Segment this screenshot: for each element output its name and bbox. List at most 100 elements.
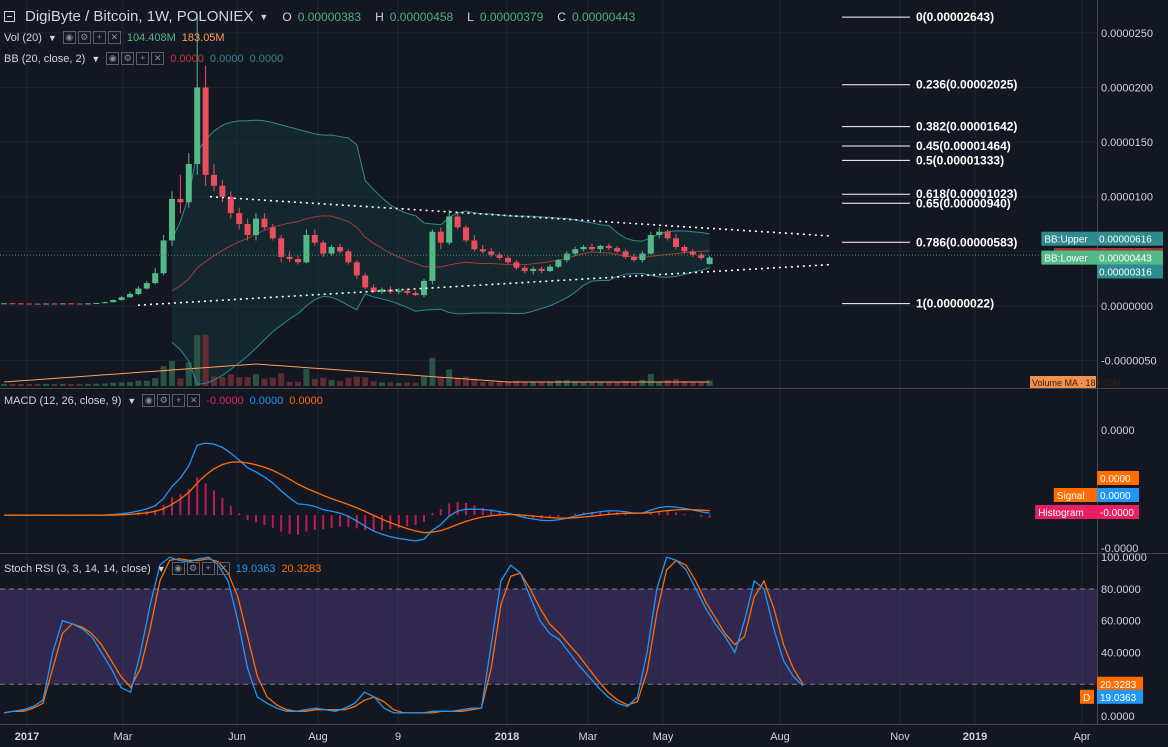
- stoch-k-tag-box: [1097, 689, 1143, 704]
- volume-bar: [135, 380, 142, 386]
- volume-bar: [555, 380, 562, 386]
- candle-body: [538, 268, 545, 272]
- volume-bar: [269, 377, 276, 386]
- candle-body: [622, 251, 629, 257]
- candle-body: [496, 254, 503, 258]
- stoch-tick-label: 60.0000: [1101, 616, 1141, 628]
- candle-body: [437, 231, 444, 243]
- fib-level-label: 0.5(0.00001333): [916, 153, 1004, 167]
- volume-bar: [34, 383, 41, 386]
- candle-body: [631, 256, 637, 261]
- time-tick-label: Apr: [1073, 731, 1090, 743]
- price-axis[interactable]: 0.0000250 0.0000200 0.0000150 0.0000100 0.00…: [1101, 28, 1157, 723]
- eye-icon[interactable]: ◉: [142, 394, 156, 407]
- stoch-rsi-legend-label[interactable]: Stoch RSI (3, 3, 14, 14, close): [4, 562, 151, 575]
- bb-legend[interactable]: BB (20, close, 2) ▼ ◉ ⚙ + ✕ 0.0000 0.0000 0…: [4, 52, 283, 65]
- stoch-k-line: [3, 556, 804, 714]
- volume-legend-label[interactable]: Vol (20): [4, 31, 42, 44]
- gear-icon[interactable]: ⚙: [157, 394, 171, 407]
- candle-body: [681, 247, 688, 252]
- time-tick-label: 2019: [963, 731, 987, 743]
- collapse-icon[interactable]: [4, 11, 15, 22]
- candlesticks[interactable]: [1, 17, 713, 305]
- chevron-down-icon[interactable]: ▼: [91, 53, 101, 64]
- stoch-d-tag-value: 20.3283: [1100, 680, 1137, 691]
- macd-legend-label[interactable]: MACD (12, 26, close, 9): [4, 394, 122, 407]
- close-icon[interactable]: ✕: [151, 52, 165, 65]
- stoch-rsi-pane: [3, 556, 804, 714]
- open-value: 0.00000383: [297, 9, 362, 24]
- plus-icon[interactable]: +: [172, 394, 186, 407]
- volume-bar: [261, 378, 268, 386]
- stoch-d-value: 20.3283: [281, 562, 322, 575]
- plus-icon[interactable]: +: [92, 31, 106, 44]
- candle-body: [698, 254, 705, 258]
- stoch-d-letter: D: [1083, 693, 1090, 704]
- fib-level-label: 0.382(0.00001642): [916, 120, 1017, 134]
- stoch-d-tag-box: [1097, 676, 1143, 691]
- time-tick-label: 2017: [15, 731, 39, 743]
- gear-icon[interactable]: ⚙: [121, 52, 135, 65]
- fib-level-label: 0.618(0.00001023): [916, 187, 1017, 201]
- legend-buttons[interactable]: ◉ ⚙ + ✕: [62, 31, 121, 44]
- legend-buttons[interactable]: ◉ ⚙ + ✕: [106, 52, 165, 65]
- chart-header: DigiByte / Bitcoin, 1W, POLONIEX ▼ O 0.00…: [4, 8, 635, 25]
- volume-bar: [169, 360, 175, 386]
- macd-tag-value-box: [1097, 471, 1139, 485]
- volume-bar: [345, 377, 352, 386]
- chevron-down-icon[interactable]: ▼: [47, 32, 57, 43]
- trendlines[interactable]: [137, 195, 833, 306]
- volume-bar: [101, 383, 108, 386]
- bb-legend-label[interactable]: BB (20, close, 2): [4, 52, 86, 65]
- candle-body: [379, 289, 385, 292]
- stoch-rsi-legend[interactable]: Stoch RSI (3, 3, 14, 14, close) ▼ ◉ ⚙ + ✕ 1…: [4, 562, 321, 575]
- upper-trendline: [209, 195, 833, 237]
- volume-bar: [353, 376, 360, 386]
- fibonacci-levels[interactable]: 0(0.00002643) 0.236(0.00002025) 0.382(0.00…: [0, 10, 1097, 311]
- candle-body: [328, 247, 335, 254]
- candle-body: [211, 174, 217, 186]
- plus-icon[interactable]: +: [201, 562, 215, 575]
- candle-body: [152, 273, 159, 284]
- close-icon[interactable]: ✕: [216, 562, 230, 575]
- close-icon[interactable]: ✕: [107, 31, 121, 44]
- stoch-tick-label: 100.0000: [1101, 552, 1147, 564]
- candle-body: [51, 303, 58, 305]
- plus-icon[interactable]: +: [136, 52, 150, 65]
- volume-bar: [9, 383, 16, 386]
- volume-bar: [211, 376, 217, 386]
- legend-buttons[interactable]: ◉ ⚙ + ✕: [171, 562, 230, 575]
- close-icon[interactable]: ✕: [187, 394, 201, 407]
- eye-icon[interactable]: ◉: [106, 52, 120, 65]
- volume-bar: [622, 380, 629, 386]
- volume-bar: [253, 374, 259, 386]
- macd-tag-label: Signal: [1057, 491, 1085, 502]
- time-axis[interactable]: 2017 Mar Jun Aug 9 2018 Mar May Aug Nov 2019 Apr: [15, 731, 1091, 743]
- candle-body: [656, 231, 663, 235]
- macd-signal-line: [3, 461, 710, 534]
- close-value: 0.00000443: [571, 9, 636, 24]
- gear-icon[interactable]: ⚙: [186, 562, 200, 575]
- candle-body: [572, 249, 579, 254]
- volume-ma-value: 183.05M: [181, 31, 225, 44]
- candle-body: [547, 266, 553, 272]
- candle-body: [479, 249, 486, 252]
- chevron-down-icon[interactable]: ▼: [259, 11, 269, 22]
- volume-legend[interactable]: Vol (20) ▼ ◉ ⚙ + ✕ 104.408M 183.05M: [4, 31, 225, 44]
- eye-icon[interactable]: ◉: [171, 562, 185, 575]
- candle-body: [219, 185, 226, 197]
- chevron-down-icon[interactable]: ▼: [156, 563, 166, 574]
- gear-icon[interactable]: ⚙: [77, 31, 91, 44]
- fib-level-label: 0.236(0.00002025): [916, 78, 1017, 92]
- chevron-down-icon[interactable]: ▼: [127, 395, 137, 406]
- volume-bar: [479, 382, 486, 386]
- macd-legend[interactable]: MACD (12, 26, close, 9) ▼ ◉ ⚙ + ✕ -0.0000 0…: [4, 394, 323, 407]
- eye-icon[interactable]: ◉: [62, 31, 76, 44]
- candle-body: [118, 297, 125, 301]
- price-tag-label-box: [1041, 250, 1097, 265]
- symbol-title[interactable]: DigiByte / Bitcoin, 1W, POLONIEX: [25, 8, 254, 25]
- legend-buttons[interactable]: ◉ ⚙ + ✕: [142, 394, 201, 407]
- macd-pane: [3, 442, 711, 542]
- macd-tick-label: 0.0000: [1101, 425, 1135, 437]
